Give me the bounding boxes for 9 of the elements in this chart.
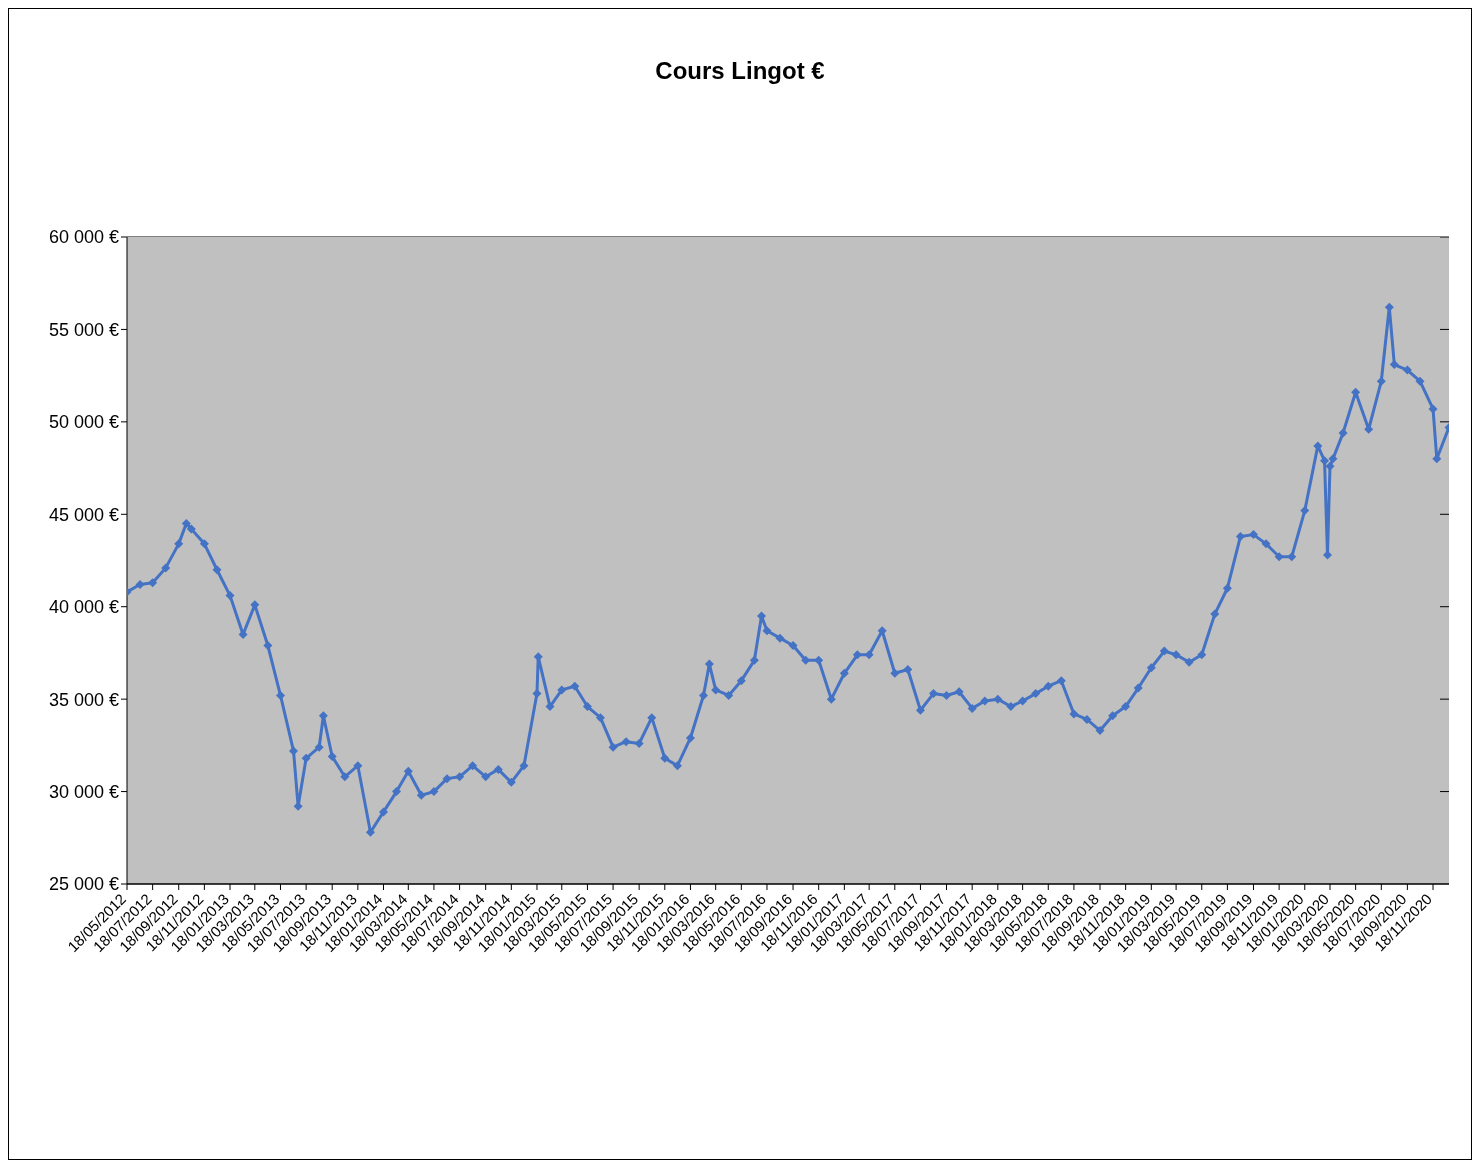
y-tick-label: 55 000 € bbox=[48, 319, 119, 340]
y-tick-label: 40 000 € bbox=[48, 597, 119, 618]
y-tick-label: 50 000 € bbox=[48, 412, 119, 433]
y-tick-label: 45 000 € bbox=[48, 504, 119, 525]
y-tick-label: 25 000 € bbox=[48, 874, 119, 895]
y-tick-label: 60 000 € bbox=[48, 227, 119, 248]
y-tick-label: 30 000 € bbox=[48, 781, 119, 802]
chart-title: Cours Lingot € bbox=[654, 57, 826, 85]
y-tick-label: 35 000 € bbox=[48, 689, 119, 710]
